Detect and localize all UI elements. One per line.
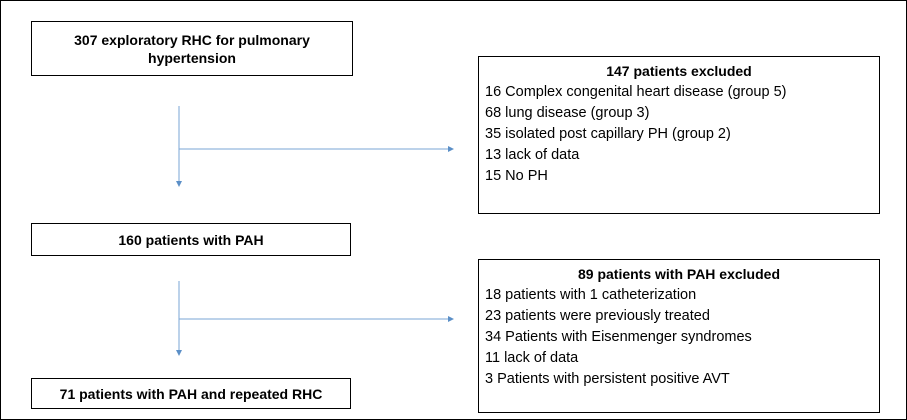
node: 71 patients with PAH and repeated RHC — [31, 378, 351, 409]
exclusion-item: 3 Patients with persistent positive AVT — [485, 371, 730, 387]
node: 307 exploratory RHC for pulmonary hypert… — [31, 21, 353, 76]
exclusion-box: 89 patients with PAH excluded 18 patient… — [478, 259, 880, 413]
exclusion-item: 18 patients with 1 catheterization — [485, 287, 697, 303]
exclusion-title: 89 patients with PAH excluded — [577, 266, 780, 282]
exclusion-item: 13 lack of data — [485, 147, 580, 163]
exclusion-item: 15 No PH — [485, 168, 548, 184]
node: 160 patients with PAH — [31, 223, 351, 256]
exclusion-item: 11 lack of data — [485, 350, 579, 366]
exclusion-item: 34 Patients with Eisenmenger syndromes — [485, 329, 752, 345]
exclusion-title: 147 patients excluded — [606, 63, 752, 79]
exclusion-item: 35 isolated post capillary PH (group 2) — [485, 126, 731, 142]
exclusion-item: 23 patients were previously treated — [485, 308, 710, 324]
exclusion-item: 68 lung disease (group 3) — [485, 105, 650, 121]
exclusion-box: 147 patients excluded 16 Complex congeni… — [478, 56, 880, 214]
exclusion-item: 16 Complex congenital heart disease (gro… — [485, 84, 787, 100]
